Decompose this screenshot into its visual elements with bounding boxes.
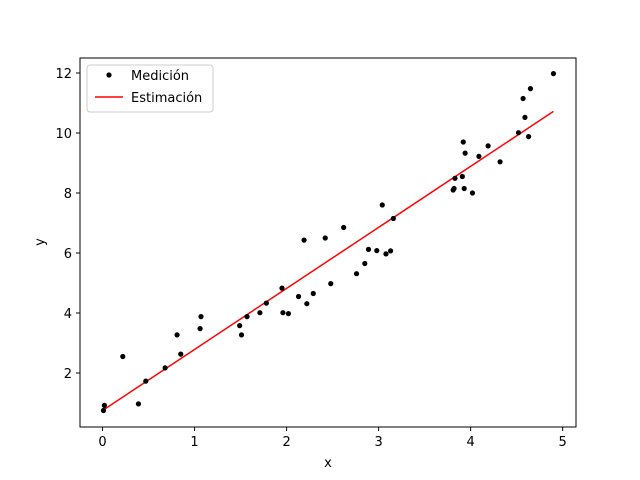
y-tick-label: 6	[64, 247, 72, 262]
data-point	[304, 301, 310, 307]
legend: Medición Estimación	[86, 64, 214, 113]
data-point	[452, 175, 458, 181]
data-point	[341, 224, 347, 231]
y-tick-label: 12	[55, 67, 72, 82]
data-point	[120, 353, 126, 360]
data-point	[460, 139, 466, 145]
data-point	[485, 143, 491, 149]
y-tick-label: 2	[64, 367, 72, 382]
data-point	[197, 326, 203, 332]
data-point	[101, 402, 107, 408]
x-tick-label: 3	[374, 435, 382, 450]
data-point	[520, 95, 526, 102]
data-point	[295, 293, 302, 300]
x-tick-label: 4	[466, 435, 474, 450]
y-axis-label: y	[33, 238, 48, 246]
legend-box	[86, 64, 214, 113]
data-point	[387, 248, 394, 254]
legend-label-medicion: Medición	[131, 69, 189, 84]
legend-label-estimacion: Estimación	[131, 91, 202, 106]
data-point	[238, 332, 245, 338]
data-point	[497, 159, 503, 165]
data-point	[526, 134, 532, 140]
data-point	[162, 365, 168, 371]
data-point	[374, 248, 380, 254]
data-point	[257, 310, 263, 316]
plot-marks	[100, 71, 557, 414]
x-tick-label: 0	[98, 435, 106, 450]
data-point	[322, 235, 328, 241]
data-point	[365, 246, 372, 252]
data-point	[237, 323, 243, 329]
data-point	[174, 332, 180, 338]
data-point	[198, 314, 204, 320]
data-point	[353, 271, 360, 277]
x-tick-label: 5	[559, 435, 567, 450]
data-point	[285, 311, 292, 317]
data-point	[462, 150, 468, 156]
data-point	[476, 153, 482, 159]
data-point	[280, 310, 286, 316]
data-point	[390, 215, 396, 222]
data-point	[279, 285, 285, 291]
data-point	[143, 378, 149, 384]
fit-line	[102, 110, 554, 412]
data-point	[527, 86, 534, 92]
data-point	[310, 290, 316, 297]
data-point	[459, 173, 465, 180]
data-point	[379, 202, 385, 208]
data-point	[451, 185, 457, 192]
data-point	[383, 251, 389, 257]
data-point	[263, 300, 269, 306]
y-tick-label: 8	[64, 187, 72, 202]
x-tick-label: 2	[282, 435, 290, 450]
data-point	[135, 401, 142, 407]
data-point	[362, 260, 368, 267]
plot-frame	[79, 57, 577, 428]
y-axis-ticks: 2 4 6 8 10 12	[55, 67, 80, 382]
y-tick-label: 10	[55, 127, 72, 142]
data-point	[301, 237, 307, 243]
data-point	[550, 71, 557, 77]
y-tick-label: 4	[64, 307, 72, 322]
data-point	[244, 314, 250, 320]
data-point	[328, 281, 334, 287]
data-point	[522, 114, 528, 120]
data-point	[100, 407, 107, 414]
data-point	[469, 190, 476, 196]
plot-area	[80, 58, 576, 427]
x-axis-ticks: 0 1 2 3 4 5	[98, 427, 567, 450]
data-point	[178, 351, 184, 357]
x-axis-label: x	[324, 456, 332, 471]
data-point	[515, 130, 522, 136]
x-tick-label: 1	[190, 435, 198, 450]
legend-marker-medicion	[106, 72, 112, 78]
data-point	[461, 185, 467, 192]
